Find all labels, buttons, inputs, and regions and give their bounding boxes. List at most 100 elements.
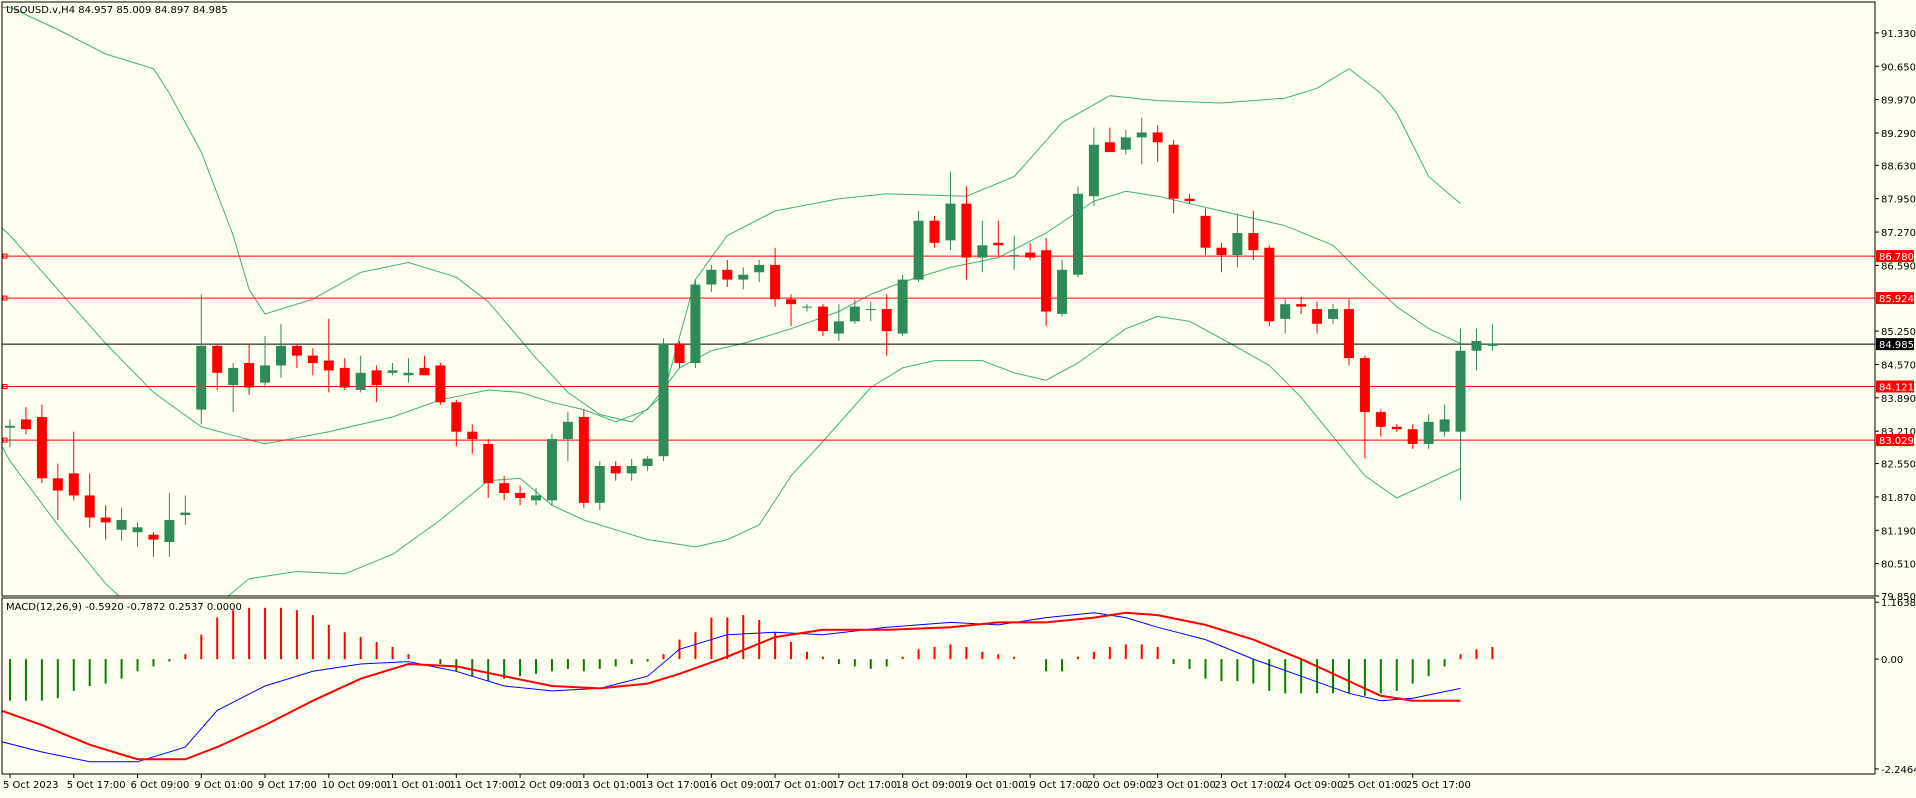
level-price-tag-bg [1876,434,1914,447]
candle-body [1152,132,1163,143]
candle-body [68,473,79,496]
candle-body [1009,255,1020,257]
candle-body [817,306,828,332]
candle-body [1057,269,1068,314]
price-tick-label: 81.870 [1881,493,1916,504]
price-tick-label: 81.190 [1881,526,1916,537]
time-tick-label: 23 Oct 01:00 [1151,780,1216,791]
candle-body [1168,144,1179,199]
time-tick-label: 20 Oct 09:00 [1087,780,1152,791]
candle-body [674,343,685,364]
current-price-tag-bg [1876,338,1914,351]
candle-body [483,443,494,484]
candle-body [993,242,1004,246]
candle-body [5,425,15,428]
candle-body [244,363,255,388]
level-anchor [2,437,8,443]
candle-body [355,372,366,390]
candle-body [1280,304,1291,319]
time-tick-label: 18 Oct 09:00 [896,780,961,791]
price-tick-label: 85.250 [1881,327,1916,338]
candle-body [1088,144,1099,197]
candle-body [786,299,797,305]
macd-tick-label: -2.2464 [1881,765,1916,776]
price-tick-label: 87.270 [1881,228,1916,239]
level-price-tag-bg [1876,380,1914,393]
level-anchor [2,295,8,301]
candle-body [642,458,653,467]
candle-body [1264,247,1275,322]
candle-body [307,355,318,364]
time-tick-label: 5 Oct 17:00 [67,780,126,791]
candle-body [610,466,621,474]
candle-body [1136,132,1147,138]
candle-body [403,372,414,376]
candle-body [562,421,573,440]
candle-body [977,245,988,258]
level-price-tag: 86.780 [1879,252,1914,263]
macd-pane-frame [1,597,1876,775]
time-tick-label: 16 Oct 09:00 [704,780,769,791]
price-pane[interactable] [0,6,1875,628]
candle-body [1232,233,1243,256]
bollinger-middle-line [2,190,1461,445]
time-tick-label: 9 Oct 01:00 [194,780,253,791]
candle-body [1391,426,1402,430]
macd-pane[interactable] [0,607,1494,763]
price-tick-label: 82.550 [1881,460,1916,471]
macd-tick-label: 0.00 [1881,655,1903,666]
candle-body [467,431,478,440]
time-tick-label: 24 Oct 09:00 [1278,780,1343,791]
candle-body [897,279,908,334]
candle-body [116,519,127,530]
candle-body [531,495,542,501]
candle-body [770,264,781,300]
candle-body [1471,340,1482,351]
time-tick-label: 10 Oct 09:00 [322,780,387,791]
candle-body [738,274,749,280]
candle-body [371,370,382,386]
time-tick-label: 23 Oct 17:00 [1214,780,1279,791]
candle-body [228,367,239,386]
candle-body [578,416,589,503]
level-price-tag: 84.121 [1879,383,1914,394]
time-tick-label: 9 Oct 17:00 [258,780,317,791]
time-tick-label: 17 Oct 17:00 [832,780,897,791]
candle-body [132,527,143,533]
price-tick-label: 90.650 [1881,62,1916,73]
candle-body [84,495,95,518]
price-tick-label: 89.290 [1881,129,1916,140]
chart-header: USOUSD.v,H4 84.957 85.009 84.897 84.985 [6,5,228,16]
time-tick-label: 25 Oct 01:00 [1342,780,1407,791]
time-tick-label: 13 Oct 01:00 [577,780,642,791]
candle-body [52,478,63,491]
candle-body [1439,419,1450,432]
candle-body [1200,215,1211,248]
price-pane-frame [1,1,1876,597]
candle-body [658,343,669,457]
candle-body [754,264,765,273]
candle-body [865,309,876,311]
price-tick-label: 80.510 [1881,560,1916,571]
candle-body [164,519,175,543]
candle-body [275,345,286,366]
candle-body [802,306,812,308]
candle-body [849,306,860,322]
level-price-tag: 85.924 [1879,294,1914,305]
candle-body [1184,198,1195,202]
price-tick-label: 89.970 [1881,96,1916,107]
candle-body [499,483,510,493]
candle-body [1359,358,1370,413]
candle-body [690,284,701,364]
candle-body [435,365,446,403]
candle-body [100,517,111,523]
candle-body [212,345,223,373]
level-price-tag-bg [1876,292,1914,305]
price-tick-label: 86.590 [1881,261,1916,272]
candle-body [387,370,398,373]
time-tick-label: 19 Oct 01:00 [959,780,1024,791]
candle-body [833,321,844,334]
